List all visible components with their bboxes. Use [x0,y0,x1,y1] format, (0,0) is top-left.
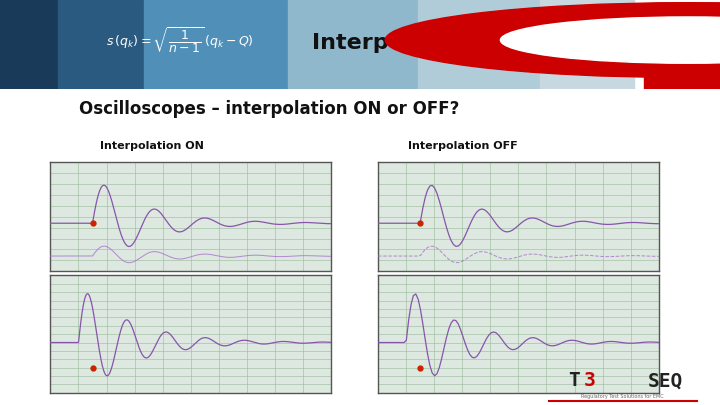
Text: $s\,(q_k) = \sqrt{\dfrac{1}{n-1}}\,(q_k - Q)$: $s\,(q_k) = \sqrt{\dfrac{1}{n-1}}\,(q_k … [106,25,254,55]
Bar [418,0,540,89]
Circle shape [500,17,720,63]
Text: T: T [568,371,580,390]
Bar [644,70,720,89]
Text: Regulatory Test Solutions for EMC: Regulatory Test Solutions for EMC [582,394,664,399]
Text: 3: 3 [584,371,595,390]
Text: Interpolation ON: Interpolation ON [100,141,204,151]
Bar [144,0,288,89]
Bar [0,0,58,89]
Text: Interpolation OFF: Interpolation OFF [408,141,518,151]
Text: Oscilloscopes – interpolation ON or OFF?: Oscilloscopes – interpolation ON or OFF? [79,100,460,118]
Bar [58,0,144,89]
Bar [540,0,634,89]
Text: SEQ: SEQ [648,371,683,390]
Text: Interpolation / Vectors: Interpolation / Vectors [312,33,595,53]
Bar [288,0,418,89]
Circle shape [385,3,720,77]
